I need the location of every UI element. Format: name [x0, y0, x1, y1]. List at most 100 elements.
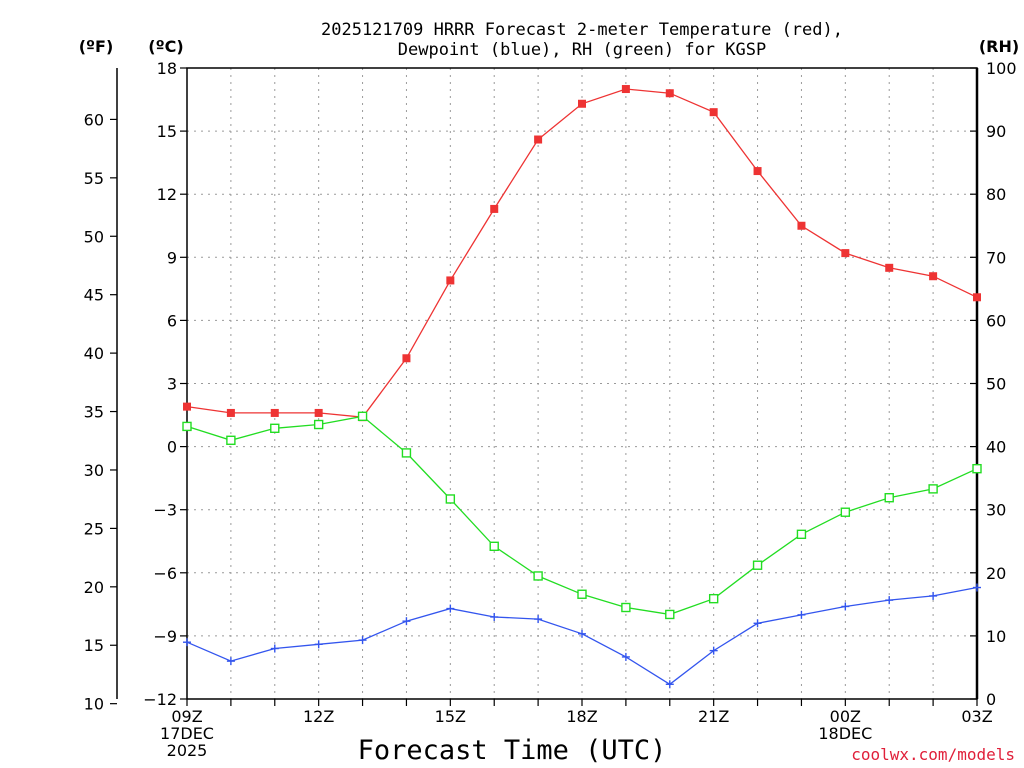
dewpoint-point	[797, 610, 806, 619]
rh-unit-label: (RH)	[979, 37, 1019, 56]
fahrenheit-tick-label: 10	[84, 695, 104, 714]
rh-point	[840, 507, 851, 517]
temperature-point	[929, 272, 938, 281]
rh-tick-label: 70	[986, 248, 1006, 267]
temperature-point	[753, 167, 762, 176]
temperature-point	[314, 408, 323, 417]
dewpoint-point	[446, 604, 455, 613]
rh-point	[972, 463, 982, 474]
rh-tick-label: 0	[986, 690, 996, 709]
temperature-point	[973, 293, 981, 302]
axes	[110, 67, 979, 706]
x-tick-label: 2025	[167, 741, 208, 760]
chart-title: 2025121709 HRRR Forecast 2-meter Tempera…	[321, 20, 843, 60]
temperature-point	[490, 204, 499, 213]
dewpoint-point	[270, 644, 279, 653]
rh-tick-label: 90	[986, 122, 1006, 141]
x-tick-label: 15Z	[435, 707, 466, 726]
source-credit: coolwx.com/models	[851, 745, 1015, 764]
celsius-tick-label: 6	[167, 311, 177, 330]
rh-tick-label: 40	[986, 438, 1006, 457]
rh-point	[752, 560, 763, 570]
x-tick-label: 03Z	[961, 707, 992, 726]
dewpoint-point	[885, 596, 894, 605]
fahrenheit-tick-label: 40	[84, 344, 104, 363]
rh-tick-label: 30	[986, 501, 1006, 520]
temperature-point	[270, 408, 279, 417]
celsius-tick-label: −9	[153, 627, 177, 646]
rh-point	[577, 589, 587, 599]
fahrenheit-tick-label: 55	[84, 169, 104, 188]
fahrenheit-unit-label: (ºF)	[79, 37, 114, 56]
temperature-point	[183, 402, 191, 411]
dewpoint-point	[534, 615, 543, 624]
x-tick-label: 00Z	[830, 707, 861, 726]
dewpoint-point	[973, 583, 981, 592]
celsius-tick-label: 12	[157, 185, 177, 204]
series	[182, 85, 982, 689]
dewpoint-point	[314, 640, 323, 649]
celsius-tick-label: −3	[153, 501, 177, 520]
dewpoint-point	[621, 652, 630, 661]
dewpoint-point	[665, 680, 674, 689]
dewpoint-point	[578, 629, 586, 638]
chart-title-line-2: Dewpoint (blue), RH (green) for KGSP	[398, 40, 766, 60]
rh-point	[313, 419, 324, 430]
rh-tick-label: 100	[986, 59, 1017, 78]
dewpoint-point	[183, 638, 191, 647]
temperature-point	[841, 249, 850, 258]
rh-point	[665, 609, 675, 620]
fahrenheit-tick-label: 30	[84, 461, 104, 480]
temperature-point	[885, 263, 894, 272]
dewpoint-point	[709, 646, 718, 655]
dewpoint-point	[226, 657, 235, 666]
celsius-tick-label: 18	[157, 59, 177, 78]
fahrenheit-tick-label: 25	[84, 519, 104, 538]
rh-tick-label: 60	[986, 311, 1006, 330]
temperature-point	[797, 221, 806, 230]
temperature-point	[534, 135, 543, 144]
fahrenheit-tick-label: 20	[84, 578, 104, 597]
celsius-tick-label: −6	[153, 564, 177, 583]
rh-point	[357, 411, 368, 422]
temperature-point	[709, 108, 718, 117]
dewpoint-point	[753, 619, 762, 628]
fahrenheit-tick-label: 45	[84, 286, 104, 305]
temperature-point	[226, 408, 235, 417]
rh-tick-label: 20	[986, 564, 1006, 583]
rh-point	[445, 494, 456, 504]
celsius-tick-label: 15	[157, 122, 177, 141]
x-tick-label: 21Z	[698, 707, 729, 726]
rh-point	[489, 541, 499, 551]
celsius-tick-label: 9	[167, 248, 177, 267]
temperature-point	[665, 89, 674, 98]
rh-point	[884, 493, 894, 503]
rh-point	[928, 484, 938, 494]
celsius-tick-label: −12	[143, 690, 177, 709]
rh-point	[226, 435, 236, 445]
fahrenheit-tick-label: 15	[84, 636, 104, 655]
fahrenheit-tick-label: 60	[84, 110, 104, 129]
x-axis-label: Forecast Time (UTC)	[358, 735, 667, 766]
rh-point	[270, 423, 280, 434]
dewpoint-point	[929, 591, 938, 600]
chart-title-line-1: 2025121709 HRRR Forecast 2-meter Tempera…	[321, 20, 843, 40]
x-tick-label: 17DEC	[160, 724, 214, 743]
x-tick-label: 18Z	[566, 707, 597, 726]
rh-point	[401, 448, 412, 458]
rh-tick-label: 10	[986, 627, 1006, 646]
rh-tick-label: 50	[986, 375, 1006, 394]
celsius-tick-label: 0	[167, 438, 177, 457]
rh-point	[708, 593, 719, 604]
dewpoint-point	[402, 617, 411, 626]
x-tick-label: 18DEC	[818, 724, 872, 743]
x-tick-label: 12Z	[303, 707, 334, 726]
fahrenheit-tick-label: 35	[84, 403, 104, 422]
fahrenheit-tick-label: 50	[84, 227, 104, 246]
rh-point	[182, 421, 192, 432]
temperature-point	[402, 354, 411, 363]
rh-point	[533, 571, 543, 581]
x-tick-label: 09Z	[171, 707, 202, 726]
rh-point	[796, 529, 807, 540]
